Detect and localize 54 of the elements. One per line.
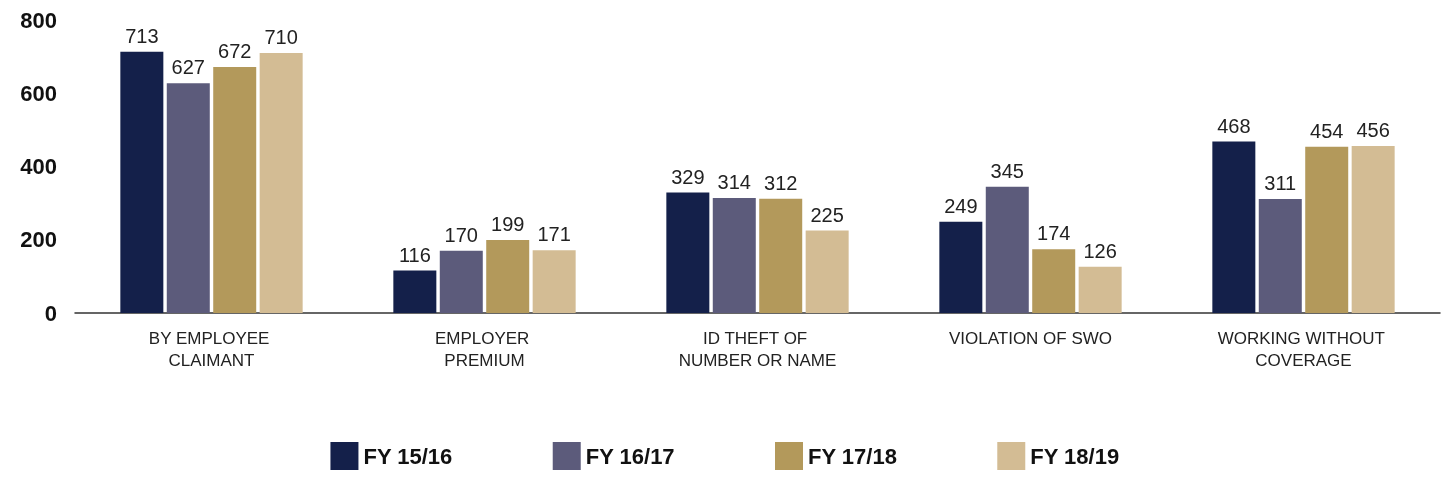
data-label: 672: [218, 39, 252, 62]
data-label: 314: [717, 171, 751, 193]
x-tick-label: EMPLOYER PREMIUM: [434, 328, 535, 370]
data-label: 170: [444, 223, 478, 246]
data-label: 171: [537, 223, 571, 246]
x-tick-label: BY EMPLOYEE CLAIMANT: [148, 328, 275, 370]
y-tick-label: 800: [20, 7, 57, 33]
bar: [213, 66, 257, 313]
bar: [439, 250, 483, 313]
legend-label: FY 18/19: [1030, 443, 1120, 469]
y-tick-label: 400: [20, 154, 57, 179]
bar: [1305, 146, 1349, 313]
bar: [1032, 249, 1076, 313]
data-label: 329: [671, 165, 705, 188]
data-label: 199: [491, 213, 525, 236]
data-label: 225: [810, 203, 844, 226]
bar: [1351, 145, 1395, 313]
bar: [805, 230, 849, 313]
y-tick-label: 0: [44, 300, 57, 326]
bar: [120, 51, 164, 313]
bar: [985, 186, 1029, 313]
y-tick-label: 200: [20, 227, 57, 253]
y-tick-label: 600: [20, 80, 57, 106]
bar: [759, 198, 803, 313]
bar: [166, 83, 210, 313]
x-tick-label: ID THEFT OF NUMBER OR NAME: [678, 328, 837, 370]
data-label: 311: [1264, 172, 1297, 195]
bar: [259, 52, 303, 313]
x-tick-label: VIOLATION OF SWO: [948, 328, 1113, 348]
bar: [712, 198, 756, 313]
data-label: 710: [264, 25, 298, 48]
bar: [666, 192, 710, 313]
data-label: 174: [1037, 222, 1071, 245]
data-label: 627: [171, 56, 205, 79]
data-label: 312: [764, 171, 798, 194]
bar: [486, 240, 530, 313]
data-label: 468: [1217, 114, 1251, 137]
data-label: 126: [1083, 239, 1117, 262]
data-label: 345: [990, 159, 1024, 182]
data-label: 116: [398, 243, 431, 266]
bar: [939, 221, 983, 313]
legend-label: FY 17/18: [808, 443, 897, 469]
bar: [1258, 199, 1302, 313]
data-label: 456: [1356, 118, 1390, 141]
bar: [1078, 266, 1122, 313]
bar: [532, 250, 576, 313]
data-label: 713: [125, 24, 159, 47]
data-label: 454: [1310, 119, 1344, 142]
x-tick-label: WORKING WITHOUT COVERAGE: [1217, 328, 1390, 370]
data-label: 249: [944, 194, 978, 217]
bar: [1212, 141, 1256, 313]
legend-label: FY 16/17: [585, 443, 675, 469]
bar: [393, 270, 437, 313]
legend-label: FY 15/16: [363, 443, 453, 469]
